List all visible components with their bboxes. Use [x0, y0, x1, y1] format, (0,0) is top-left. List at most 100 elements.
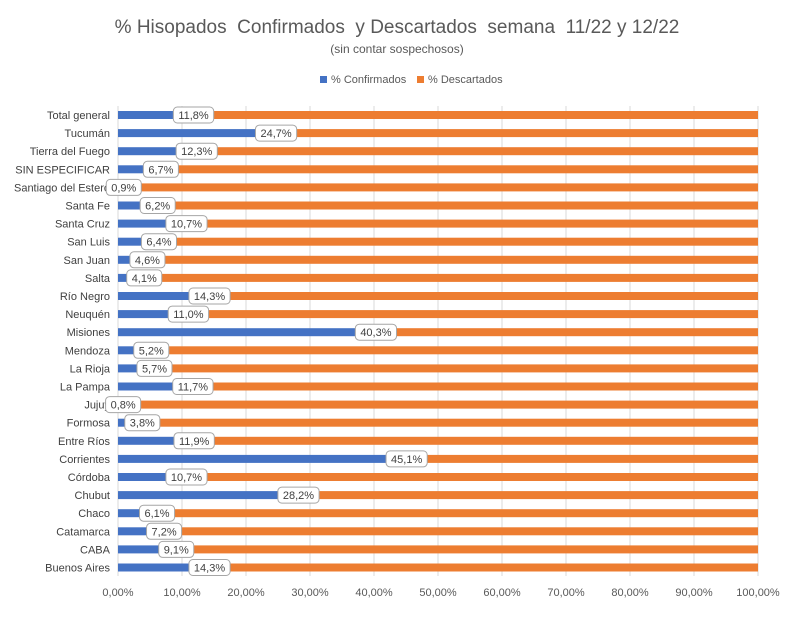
bar-descartados [186, 473, 759, 481]
bar-confirmados [118, 491, 299, 500]
data-label: 10,7% [171, 472, 202, 484]
category-label: Tierra del Fuego [30, 146, 110, 158]
category-label: Santiago del Estero [14, 182, 110, 194]
category-label: Total general [47, 110, 110, 122]
bar-confirmados [118, 237, 159, 246]
bar-confirmados [118, 292, 210, 300]
data-label: 0,9% [111, 182, 136, 194]
bar-confirmados [118, 310, 189, 319]
bar-descartados [188, 310, 758, 319]
x-tick-label: 0,00% [102, 587, 133, 599]
data-labels: 11,8%24,7%12,3%6,7%0,9%6,2%10,7%6,4%4,6%… [105, 106, 428, 576]
bar-descartados [123, 400, 759, 409]
bar-descartados [164, 527, 758, 536]
bar-descartados [160, 165, 758, 174]
category-axis-labels: Total general Tucumán Tierra del Fuego SIN … [14, 110, 111, 575]
category-label: Chubut [75, 490, 110, 502]
bar-confirmados [118, 111, 194, 119]
bar-descartados [144, 273, 759, 282]
data-label-box [277, 486, 320, 504]
x-tick-label: 50,00% [419, 587, 457, 599]
bar-descartados [276, 129, 758, 138]
data-label-box [126, 269, 163, 287]
data-label: 5,7% [142, 363, 167, 375]
data-label: 6,2% [145, 201, 170, 213]
legend: % Confirmados % Descartados [320, 74, 503, 86]
legend-label: % Confirmados [331, 74, 407, 86]
bar-confirmados [118, 509, 158, 518]
category-label: La Rioja [70, 363, 111, 375]
category-label: Neuquén [65, 309, 110, 321]
data-label-box [136, 359, 173, 377]
data-label: 3,8% [130, 418, 155, 430]
x-tick-label: 60,00% [483, 587, 521, 599]
category-label: Misiones [67, 327, 111, 339]
category-label: Río Negro [60, 291, 110, 303]
data-label-box [139, 504, 176, 522]
data-label-box [173, 432, 215, 450]
bar-confirmados [118, 219, 187, 228]
bar-confirmados [118, 328, 376, 337]
bar-confirmados [118, 436, 195, 445]
data-label: 4,1% [132, 273, 157, 285]
data-label-box [139, 197, 176, 214]
data-label-box [167, 305, 210, 323]
x-tick-label: 100,00% [736, 587, 780, 599]
data-label-box [124, 414, 161, 432]
data-label: 6,4% [146, 237, 171, 249]
bar-descartados [193, 111, 758, 119]
data-label: 45,1% [391, 454, 422, 466]
legend-swatch [320, 76, 327, 83]
bar-descartados [151, 346, 758, 355]
data-label-box [172, 106, 215, 124]
data-label-box [254, 124, 298, 142]
bar-descartados [157, 509, 759, 518]
data-label-box [140, 233, 177, 251]
bar-descartados [186, 219, 759, 228]
value-axis-labels: 0,00% 10,00% 20,00% 30,00% 40,00% 50,00% 60,00… [102, 587, 780, 599]
category-label: Santa Fe [65, 201, 110, 213]
data-label: 28,2% [283, 490, 314, 502]
category-label: Córdoba [68, 472, 111, 484]
category-label: La Pampa [60, 382, 111, 394]
bar-confirmados [118, 129, 277, 138]
data-label-box [188, 287, 231, 305]
legend-swatch [417, 76, 424, 83]
data-label-box [385, 450, 428, 468]
bar-descartados [209, 563, 758, 572]
x-tick-label: 80,00% [611, 587, 649, 599]
data-label-box [165, 468, 208, 486]
bar-confirmados [118, 545, 177, 554]
bar-confirmados [118, 201, 158, 210]
data-label-box [165, 215, 208, 233]
data-label-box [129, 251, 166, 269]
data-label-box [354, 323, 398, 341]
category-label: San Luis [67, 237, 110, 249]
bar-descartados [158, 237, 758, 246]
data-label: 7,2% [152, 526, 177, 538]
data-label-box [158, 540, 195, 558]
bar-descartados [375, 328, 758, 337]
data-label-box [172, 378, 214, 395]
chart-title: % Hisopados Confirmados y Descartados se… [115, 17, 680, 38]
bar-confirmados [118, 165, 161, 174]
data-label: 6,7% [148, 164, 173, 176]
category-label: Entre Ríos [58, 436, 110, 448]
category-label: Catamarca [56, 526, 111, 538]
bar-descartados [406, 454, 758, 463]
bar-confirmados [118, 563, 210, 572]
bar-descartados [192, 382, 758, 391]
x-tick-label: 20,00% [227, 587, 265, 599]
data-label: 11,9% [179, 436, 210, 448]
category-label: Santa Cruz [55, 219, 110, 231]
data-label: 0,8% [111, 400, 136, 412]
x-tick-label: 90,00% [675, 587, 713, 599]
bar-descartados [142, 418, 758, 427]
bar-confirmados [118, 382, 193, 391]
data-label: 14,3% [194, 291, 225, 303]
data-label: 40,3% [360, 327, 391, 339]
category-label: Tucumán [65, 128, 110, 140]
bar-confirmados [118, 527, 165, 536]
